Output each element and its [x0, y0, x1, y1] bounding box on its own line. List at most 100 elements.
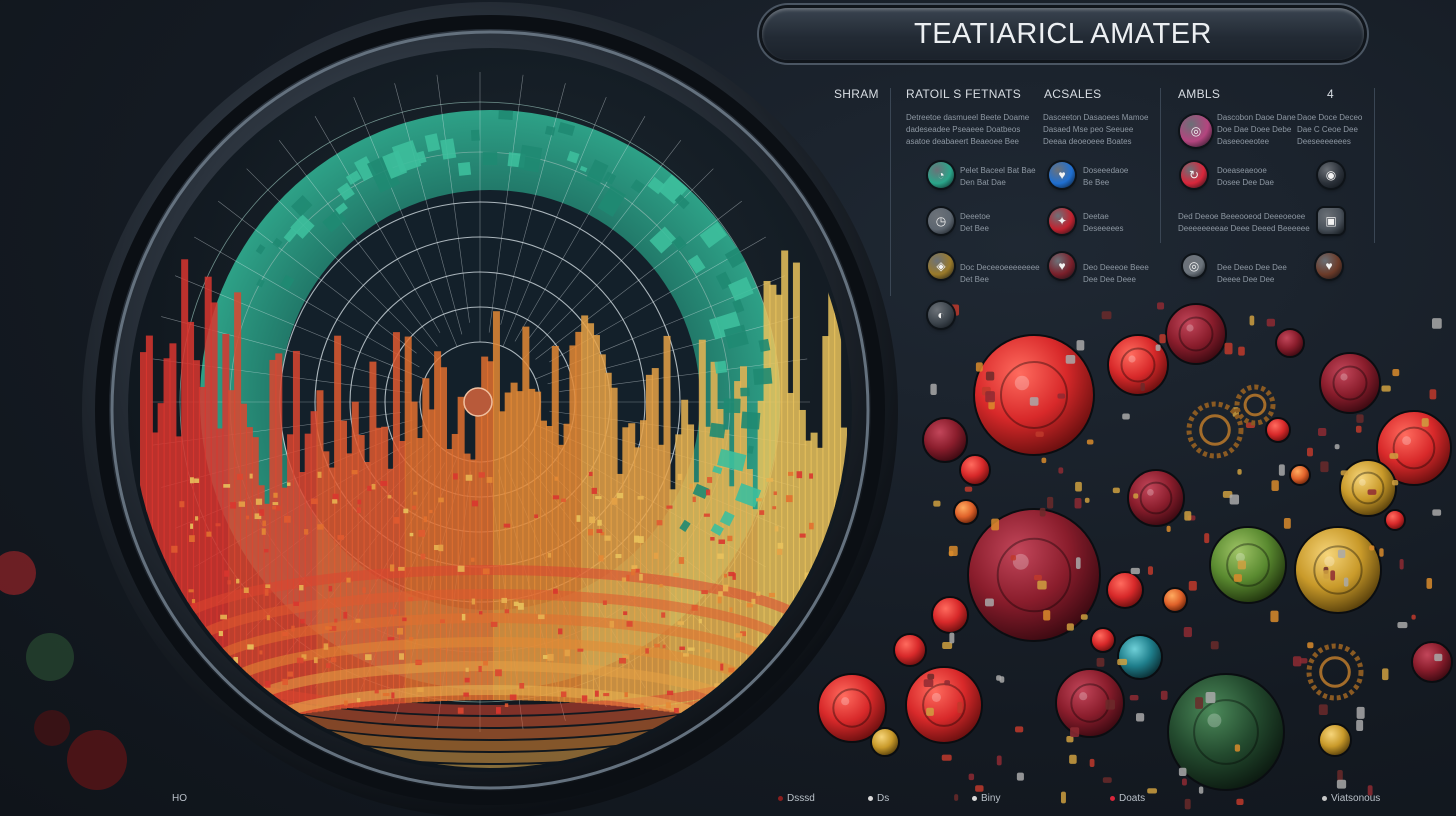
particle-95: [591, 487, 597, 494]
footer-dot-1: [778, 795, 783, 801]
brown-heart-icon[interactable]: ♥: [1316, 253, 1342, 279]
magenta-ring-icon[interactable]: ◎: [1180, 115, 1212, 147]
particle-138: [519, 683, 525, 689]
red-refresh-icon[interactable]: ↻: [1181, 162, 1207, 188]
particle-237: [325, 626, 332, 630]
particle-171: [438, 544, 444, 552]
grey-doc-icon[interactable]: ▣: [1318, 208, 1344, 234]
bead-50: [941, 754, 952, 761]
bead-71: [1184, 798, 1191, 810]
particle-1: [206, 531, 212, 537]
red-heart-icon[interactable]: ♥: [1049, 253, 1075, 279]
particle-12: [673, 572, 680, 577]
particle-10: [351, 470, 358, 475]
sphere-glint-12: [1079, 692, 1088, 701]
blue-heart-icon[interactable]: ♥: [1049, 162, 1075, 188]
bead-124: [1369, 545, 1375, 551]
particle-78: [634, 535, 639, 543]
heat-bar-74: [569, 345, 577, 703]
row-1-label-c-line-2: Dosee Dee Dae: [1217, 178, 1274, 187]
particle-205: [332, 493, 339, 501]
magenta-ring-glyph: ◎: [1190, 124, 1202, 138]
bead-63: [927, 673, 935, 680]
column-header-ratoil: RATOIL S FETNATS: [906, 87, 1022, 101]
particle-48: [255, 498, 263, 505]
bead-65: [1234, 744, 1241, 752]
ray-34: [353, 97, 458, 347]
grey-target-icon[interactable]: ◎: [1183, 255, 1205, 277]
grey-clock-icon[interactable]: ◷: [928, 208, 954, 234]
heat-bar-28: [298, 472, 306, 714]
particle-61: [603, 693, 610, 697]
particle-195: [266, 615, 270, 621]
heat-bar-73: [563, 423, 571, 703]
particle-124: [504, 703, 509, 708]
particle-94: [496, 707, 501, 714]
sphere-28: [1265, 417, 1291, 443]
particle-85: [581, 695, 588, 702]
particle-199: [483, 660, 488, 666]
particle-80: [735, 633, 743, 638]
grey-clock-glyph: ◷: [935, 214, 947, 228]
teal-block-31: [597, 185, 626, 217]
heat-bar-96: [698, 339, 706, 717]
bead-51: [1337, 770, 1343, 782]
particle-260: [616, 492, 624, 499]
footer-dot-5: [1322, 795, 1327, 801]
sphere-ring-5: [1332, 365, 1368, 401]
heat-bar-70: [545, 426, 553, 702]
brown-heart-glyph: ♥: [1325, 259, 1333, 273]
particle-202: [346, 577, 351, 583]
particle-27: [542, 655, 550, 659]
lower-grey-icon[interactable]: ◐: [928, 302, 954, 328]
bead-89: [1178, 767, 1187, 777]
bead-101: [1382, 668, 1389, 681]
particle-38: [273, 492, 278, 498]
red-user-icon[interactable]: ✦: [1049, 208, 1075, 234]
particle-248: [463, 692, 469, 697]
sphere-30: [1384, 509, 1406, 531]
particle-250: [588, 529, 594, 536]
heat-bar-41: [375, 427, 383, 706]
bead-31: [1057, 393, 1066, 399]
bead-70: [1379, 548, 1384, 557]
teal-block-26: [557, 121, 576, 137]
bokeh-3: [67, 730, 127, 790]
particle-137: [677, 473, 683, 481]
teal-gauge-icon[interactable]: ◔: [928, 162, 954, 188]
particle-17: [413, 491, 418, 495]
sphere-27: [1090, 627, 1116, 653]
teal-block-52: [709, 422, 726, 439]
dial-bezel-ring: [95, 15, 885, 805]
gold-badge-icon[interactable]: ◈: [928, 253, 954, 279]
heat-bar-111: [787, 392, 795, 731]
bead-19: [1204, 533, 1210, 544]
teal-block-36: [649, 226, 677, 254]
sphere-glint-6: [1402, 436, 1412, 446]
bead-123: [1188, 581, 1197, 591]
teal-block-54: [717, 448, 747, 472]
particle-77: [344, 700, 348, 706]
row-2-label-b-line-1: Deetae: [1083, 212, 1109, 221]
bead-21: [1266, 318, 1275, 327]
teal-block-47: [714, 360, 728, 374]
bead-39: [1323, 570, 1330, 579]
particle-155: [534, 514, 539, 519]
teal-block-38: [699, 222, 727, 249]
particle-116: [626, 621, 633, 627]
particle-39: [220, 614, 228, 620]
particle-33: [704, 649, 710, 653]
particle-222: [600, 531, 605, 536]
dark-eye-icon[interactable]: ◉: [1318, 162, 1344, 188]
heat-bar-34: [334, 335, 342, 710]
heat-bar-57: [469, 459, 477, 701]
heat-bar-14: [216, 428, 224, 727]
particle-41: [328, 585, 333, 592]
bead-34: [996, 675, 1002, 681]
teal-block-51: [741, 411, 761, 430]
particle-189: [265, 680, 271, 688]
bead-13: [923, 679, 934, 688]
bead-79: [1318, 428, 1327, 437]
particle-8: [313, 657, 318, 664]
